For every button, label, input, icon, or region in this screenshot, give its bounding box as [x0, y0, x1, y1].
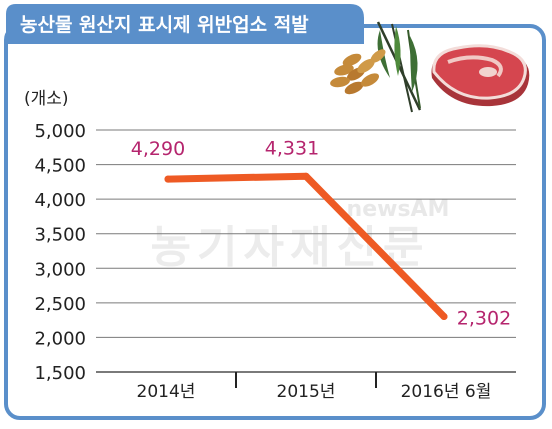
chart-title: 농산물 원산지 표시제 위반업소 적발: [20, 14, 309, 36]
data-point: [164, 175, 172, 183]
series-group: [164, 172, 448, 321]
meat-steak-icon: [431, 44, 530, 107]
y-tick-label: 4,000: [34, 190, 86, 211]
data-point: [440, 313, 448, 321]
data-labels: 4,290 4,331 2,302: [131, 137, 511, 329]
y-axis-label: (개소): [24, 89, 69, 109]
x-tick-label: 2015년: [277, 382, 336, 402]
data-point: [302, 172, 310, 180]
x-separators: [235, 372, 377, 388]
rice-stalk-icon: [330, 21, 422, 113]
y-tick-label: 3,000: [34, 259, 86, 280]
y-tick-label: 4,500: [34, 156, 86, 177]
y-tick-label: 1,500: [34, 363, 86, 384]
watermark-line1: newsAM: [347, 197, 450, 222]
y-tick-label: 2,500: [34, 294, 86, 315]
x-tick-label: 2016년 6월: [401, 382, 492, 402]
data-label: 2,302: [457, 308, 511, 330]
data-label: 4,331: [265, 137, 319, 159]
y-tick-labels: 5,000 4,500 4,000 3,500 3,000 2,500 2,000 1,500: [34, 121, 86, 384]
y-tick-label: 2,000: [34, 328, 86, 349]
data-label: 4,290: [131, 138, 185, 160]
gridlines: [96, 129, 516, 373]
y-tick-label: 3,500: [34, 225, 86, 246]
watermark-line2: 농기자재신문: [151, 222, 430, 273]
header-tab: [6, 4, 364, 44]
x-tick-labels: 2014년 2015년 2016년 6월: [137, 382, 492, 402]
y-tick-label: 5,000: [34, 121, 86, 142]
x-tick-label: 2014년: [137, 382, 196, 402]
